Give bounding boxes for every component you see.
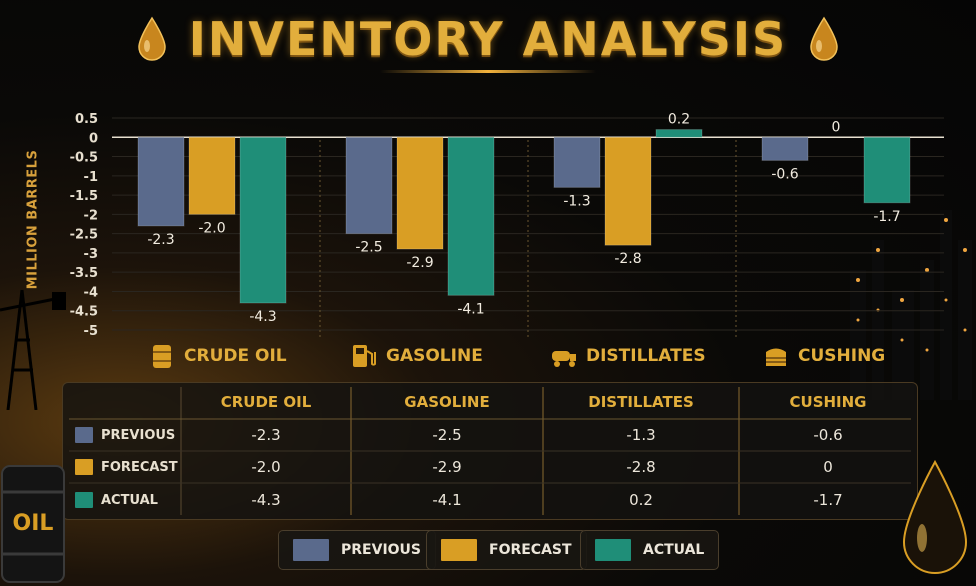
legend-item-previous: PREVIOUS [278,530,437,570]
legend-swatch [441,539,477,561]
y-tick-label: 0.5 [75,112,98,127]
row-label: PREVIOUS [63,426,181,444]
title-underline [380,70,596,73]
y-tick-label: -2 [84,208,98,223]
bar-actual [863,136,911,204]
row-label-text: FORECAST [101,459,178,475]
table-cell: -1.3 [626,426,656,444]
category-label-text: GASOLINE [386,346,483,366]
table-cell: -4.1 [432,491,462,509]
data-table: CRUDE OIL GASOLINE DISTILLATES CUSHING P… [62,382,918,520]
table-header: DISTILLATES [588,393,694,411]
y-tick-label: -4.5 [70,305,98,320]
table-cell: -2.3 [251,426,281,444]
legend-label: FORECAST [489,542,572,558]
y-tick-label: -4 [84,285,98,300]
bar-actual [655,129,703,138]
y-tick-label: -1 [84,170,98,185]
data-label: -2.0 [198,220,225,236]
row-label: FORECAST [63,458,181,476]
table-cell: -1.7 [813,491,843,509]
y-tick-label: -1.5 [70,189,98,204]
legend-label: ACTUAL [643,542,705,558]
data-label: -4.3 [249,309,276,325]
table-row: PREVIOUS -2.3 -2.5 -1.3 -0.6 [63,426,917,444]
storage-tank-icon [766,348,786,366]
gas-pump-icon [353,345,376,367]
barrel-text: OIL [13,511,54,536]
table-cell: -2.5 [432,426,462,444]
oil-drop-icon [809,16,839,62]
table-cell: -0.6 [813,426,843,444]
bar-chart: 0.5 0 -0.5 -1 -1.5 -2 -2.5 -3 -3.5 -4 -4.5 -5 -2.3 -2… [70,112,944,340]
y-tick-label: -3 [84,247,98,262]
table-header-row: CRUDE OIL GASOLINE DISTILLATES CUSHING [63,393,917,411]
bar-forecast [604,136,652,246]
table-corner [63,393,181,411]
oil-barrel-icon [153,345,171,368]
legend-label: PREVIOUS [341,542,422,558]
data-label: -2.9 [406,255,433,271]
data-label: -1.7 [873,209,900,225]
table-cell: -2.0 [251,458,281,476]
data-label: -2.5 [355,240,382,256]
data-label: -2.3 [147,232,174,248]
row-label-text: PREVIOUS [101,427,176,443]
table-row: ACTUAL -4.3 -4.1 0.2 -1.7 [63,491,917,509]
bar-forecast [396,136,444,250]
table-cell: -4.3 [251,491,281,509]
row-label-text: ACTUAL [101,492,158,508]
y-tick-label: -0.5 [70,151,98,166]
y-tick-label: -2.5 [70,228,98,243]
bar-previous [137,136,185,227]
table-header: CRUDE OIL [220,393,312,411]
table-header: CUSHING [789,393,867,411]
previous-swatch [75,427,93,443]
data-label: -4.1 [457,301,484,317]
forecast-swatch [75,459,93,475]
title-row: INVENTORY ANALYSIS [0,8,976,70]
row-label: ACTUAL [63,491,181,509]
data-label: -2.8 [614,251,641,267]
oil-barrel-illustration: OIL [1,465,65,583]
y-tick-label: 0 [89,131,98,146]
bar-forecast [188,136,236,215]
legend-item-forecast: FORECAST [426,530,587,570]
category-label-text: CUSHING [798,346,886,366]
category-label-cushing: CUSHING [762,342,885,370]
oil-derrick-silhouette [0,289,66,410]
table-header: GASOLINE [404,393,490,411]
table-cell: -2.9 [432,458,462,476]
category-label-gasoline: GASOLINE [350,342,483,370]
table-row: FORECAST -2.0 -2.9 -2.8 0 [63,458,917,476]
data-label: -0.6 [771,166,798,182]
legend-swatch [595,539,631,561]
tanker-truck-icon [552,351,576,367]
y-tick-label: -3.5 [70,266,98,281]
table-gridlines [69,387,911,515]
actual-swatch [75,492,93,508]
bar-previous [761,136,809,161]
category-label-text: CRUDE OIL [184,346,287,366]
legend-swatch [293,539,329,561]
oil-drop-icon [137,16,167,62]
legend-item-actual: ACTUAL [580,530,720,570]
oil-drop-icon [902,459,968,574]
page-title: INVENTORY ANALYSIS [188,12,788,66]
data-label: 0.2 [668,112,690,128]
data-label: -1.3 [563,193,590,209]
bar-previous [345,136,393,235]
category-label-text: DISTILLATES [586,346,706,366]
bar-actual [239,136,287,304]
refinery-silhouette [850,210,972,400]
table-cell: 0.2 [629,491,653,509]
table-cell: -2.8 [626,458,656,476]
bar-actual [447,136,495,296]
table-cell: 0 [823,458,833,476]
category-label-crude-oil: CRUDE OIL [148,342,287,370]
category-label-distillates: DISTILLATES [550,342,706,370]
data-label: 0 [832,119,841,135]
y-tick-label: -5 [84,324,98,339]
bar-previous [553,136,601,188]
